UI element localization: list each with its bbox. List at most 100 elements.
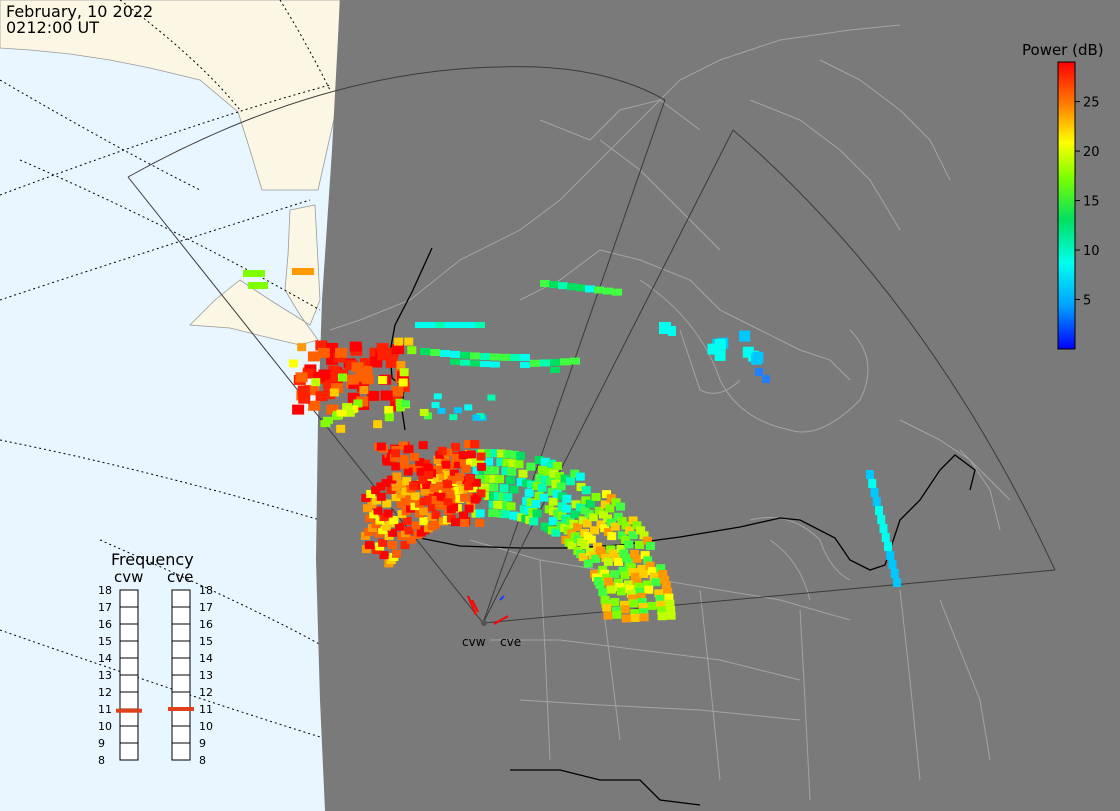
scatter-cell bbox=[639, 569, 649, 578]
scatter-cell bbox=[514, 460, 524, 469]
scatter-cell bbox=[391, 493, 401, 502]
colorbar-ticks: 25 20 15 10 5 bbox=[1075, 96, 1100, 309]
scatter-cell bbox=[616, 587, 626, 596]
colorbar-tick-label: 25 bbox=[1083, 96, 1100, 111]
scatter-cell bbox=[610, 570, 620, 579]
scatter-cell bbox=[460, 493, 470, 502]
scatter-cell bbox=[620, 600, 630, 609]
scatter-cell bbox=[449, 469, 459, 478]
scatter-cell bbox=[458, 485, 468, 494]
scatter-cell bbox=[465, 474, 475, 483]
scatter-cell bbox=[433, 455, 443, 464]
scatter-cell bbox=[875, 506, 883, 515]
scatter-cell bbox=[755, 368, 763, 376]
scatter-cell bbox=[351, 362, 364, 373]
scatter-cell bbox=[611, 498, 621, 507]
site-vector-cvw bbox=[467, 595, 477, 616]
colorbar-title: Power (dB) bbox=[1022, 41, 1104, 59]
scatter-cell bbox=[384, 406, 394, 415]
scatter-cell bbox=[484, 491, 494, 500]
site-label-cvw: cvw bbox=[462, 635, 486, 649]
scatter-cell bbox=[446, 505, 456, 514]
frequency-radar-label-cvw: cvw bbox=[114, 568, 143, 586]
scatter-cell bbox=[402, 477, 412, 486]
scatter-cell bbox=[476, 489, 486, 498]
scatter-cell bbox=[602, 490, 612, 499]
daylit-land-kenai bbox=[189, 204, 321, 346]
scatter-cell bbox=[450, 442, 460, 451]
scatter-cell bbox=[540, 359, 550, 367]
scatter-cell bbox=[453, 407, 462, 414]
scatter-cell bbox=[616, 544, 626, 553]
scatter-cell bbox=[418, 475, 428, 484]
scatter-cell bbox=[465, 458, 475, 467]
date-label: February, 10 2022 bbox=[6, 2, 153, 21]
scatter-cell bbox=[465, 322, 475, 328]
scatter-cell bbox=[555, 472, 565, 481]
scatter-cell bbox=[605, 581, 615, 590]
frequency-scale-label-right: 16 bbox=[199, 618, 213, 631]
scatter-cell bbox=[666, 611, 676, 620]
scatter-cell bbox=[649, 572, 659, 581]
time-label: 0212:00 UT bbox=[6, 18, 99, 37]
scatter-cell bbox=[603, 514, 613, 523]
scatter-cell bbox=[464, 482, 474, 491]
scatter-cell bbox=[636, 592, 646, 601]
scatter-cell bbox=[615, 583, 625, 592]
scatter-cell bbox=[344, 409, 355, 417]
scatter-cell bbox=[409, 481, 419, 490]
scatter-cell bbox=[549, 281, 559, 289]
scatter-cell bbox=[464, 404, 473, 411]
scatter-cell bbox=[460, 351, 470, 359]
site-marker-cvw bbox=[481, 620, 487, 626]
frequency-scale-label-left: 13 bbox=[98, 669, 112, 682]
scatter-cell bbox=[323, 389, 336, 400]
graticule bbox=[0, 0, 331, 741]
scatter-cell bbox=[644, 585, 654, 594]
scatter-cell bbox=[516, 451, 526, 460]
scatter-cell bbox=[660, 575, 670, 584]
scatter-cell bbox=[509, 450, 519, 459]
scatter-cell bbox=[388, 528, 398, 537]
scatter-cell bbox=[431, 402, 440, 409]
scatter-cell bbox=[576, 284, 586, 292]
scatter-cell bbox=[572, 522, 582, 531]
scatter-cell bbox=[425, 322, 435, 328]
radar-sites: cvw cve bbox=[462, 595, 521, 649]
scatter-cell bbox=[550, 366, 560, 373]
scatter-cell bbox=[355, 371, 368, 382]
scatter-cell bbox=[455, 322, 465, 328]
scatter-cell bbox=[470, 352, 480, 360]
scatter-cell bbox=[526, 462, 536, 471]
scatter-cell bbox=[451, 453, 461, 462]
scatter-cell bbox=[634, 582, 644, 591]
scatter-cell bbox=[418, 441, 428, 450]
scatter-cell bbox=[364, 541, 374, 550]
scatter-cell bbox=[398, 441, 408, 450]
scatter-cell bbox=[470, 360, 480, 367]
scatter-cell bbox=[594, 286, 604, 294]
scatter-cell bbox=[420, 348, 430, 355]
scatter-cell bbox=[588, 513, 598, 522]
scatter-cell bbox=[893, 578, 901, 587]
scatter-cell bbox=[506, 502, 516, 511]
scatter-cell bbox=[248, 282, 268, 289]
scatter-cell bbox=[556, 482, 566, 491]
scatter-cell bbox=[598, 588, 608, 597]
scatter-cell bbox=[361, 545, 371, 554]
scatter-cell bbox=[552, 461, 562, 470]
scatter-cell bbox=[529, 517, 539, 526]
colorbar-tick-label: 20 bbox=[1083, 145, 1100, 160]
scatter-cell bbox=[388, 541, 398, 550]
site-vector-cvw-2 bbox=[471, 599, 479, 613]
scatter-cell bbox=[503, 450, 513, 459]
scatter-cell bbox=[627, 594, 637, 603]
scatter-cell bbox=[603, 528, 613, 537]
scatter-cell bbox=[531, 499, 541, 508]
scatter-cell bbox=[663, 587, 673, 596]
scatter-cell bbox=[450, 495, 460, 504]
scatter-cell bbox=[526, 498, 536, 507]
frequency-scale-label-right: 17 bbox=[199, 601, 213, 614]
scatter-cell bbox=[484, 466, 494, 475]
